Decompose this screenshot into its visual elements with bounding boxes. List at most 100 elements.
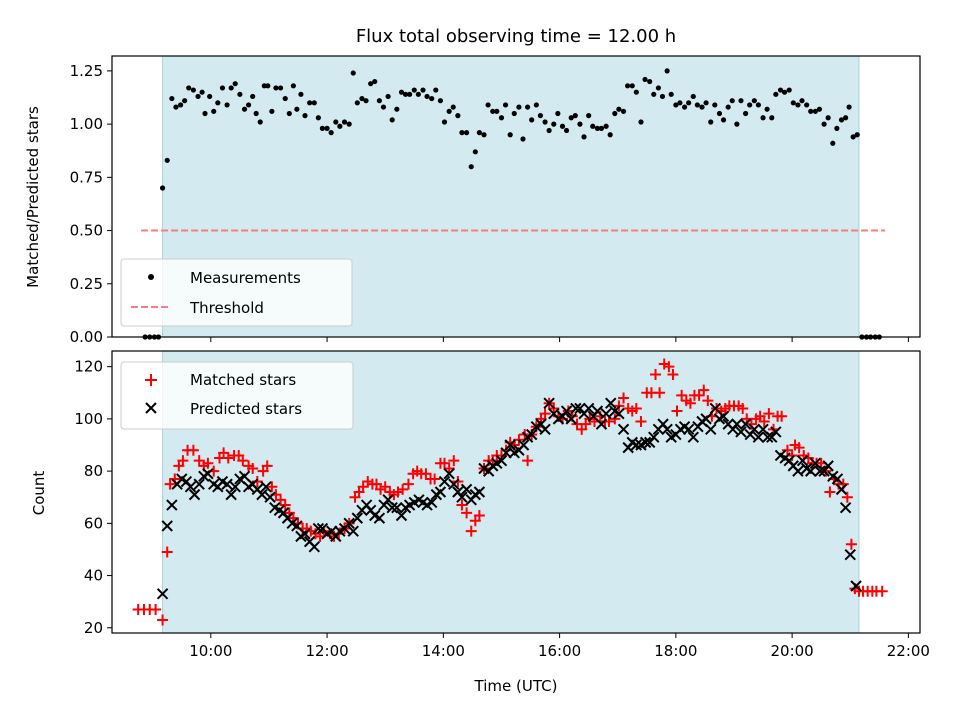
measurement-point bbox=[854, 132, 860, 138]
measurement-point bbox=[472, 149, 478, 155]
bottom-y-axis-label: Count bbox=[30, 471, 48, 516]
measurement-point bbox=[651, 91, 657, 97]
predicted-star-point bbox=[844, 548, 856, 561]
matched-star-point bbox=[465, 525, 477, 537]
predicted-star-point bbox=[600, 407, 612, 420]
measurement-point bbox=[420, 87, 426, 93]
measurement-point bbox=[712, 102, 718, 108]
measurement-point bbox=[186, 85, 192, 91]
predicted-star-point bbox=[395, 509, 408, 522]
measurement-point bbox=[463, 130, 470, 136]
measurement-point bbox=[273, 85, 279, 91]
matched-star-point bbox=[279, 499, 291, 511]
measurement-point bbox=[269, 108, 275, 114]
measurement-point bbox=[551, 121, 557, 127]
measurement-point bbox=[315, 115, 321, 121]
matched-star-point bbox=[473, 510, 485, 521]
predicted-star-point bbox=[525, 428, 538, 441]
predicted-star-point bbox=[260, 481, 272, 493]
measurement-point bbox=[429, 95, 435, 102]
matched-star-point bbox=[841, 491, 853, 503]
measurement-point bbox=[490, 108, 496, 114]
predicted-star-point bbox=[184, 481, 197, 493]
measurement-point bbox=[559, 123, 566, 129]
measurement-point bbox=[686, 100, 692, 106]
measurement-point bbox=[459, 130, 465, 136]
predicted-star-point bbox=[299, 528, 311, 540]
matched-star-point bbox=[618, 392, 630, 404]
predicted-star-point bbox=[456, 491, 468, 503]
measurement-point bbox=[734, 121, 740, 127]
measurement-point bbox=[620, 108, 627, 114]
predicted-star-point bbox=[229, 481, 241, 493]
predicted-star-point bbox=[705, 423, 717, 436]
measurement-point bbox=[241, 106, 248, 112]
bottom-x-tick-label: 12:00 bbox=[305, 642, 348, 660]
top-y-tick-label: 0.25 bbox=[70, 275, 103, 293]
measurement-point bbox=[159, 185, 166, 191]
bottom-axes-frame bbox=[111, 350, 921, 634]
predicted-star-point bbox=[460, 483, 473, 496]
predicted-star-point bbox=[312, 522, 325, 535]
measurement-point bbox=[237, 91, 243, 97]
measurement-point bbox=[182, 98, 188, 104]
top-y-tick-label: 0.50 bbox=[70, 222, 103, 240]
predicted-star-point bbox=[752, 431, 765, 443]
matched-star-point bbox=[793, 442, 805, 454]
measurement-point bbox=[389, 117, 395, 123]
predicted-star-point bbox=[500, 447, 512, 459]
measurement-point bbox=[729, 98, 735, 104]
matched-star-point bbox=[667, 369, 679, 380]
matched-star-point bbox=[630, 402, 642, 414]
matched-star-point bbox=[522, 455, 534, 467]
measurement-point bbox=[842, 115, 849, 121]
predicted-star-point bbox=[565, 413, 577, 425]
predicted-star-point bbox=[426, 496, 438, 509]
measurement-point bbox=[324, 125, 330, 131]
predicted-star-point bbox=[448, 478, 460, 490]
measurement-point bbox=[341, 119, 348, 125]
measurement-point bbox=[769, 115, 775, 121]
measurement-point bbox=[664, 68, 670, 74]
measurement-point bbox=[290, 83, 296, 89]
predicted-star-point bbox=[850, 580, 862, 592]
measurement-point bbox=[760, 115, 766, 121]
measurement-point bbox=[703, 100, 709, 106]
measurement-point bbox=[743, 110, 749, 117]
measurement-point bbox=[494, 108, 500, 114]
measurement-point bbox=[319, 125, 326, 131]
predicted-star-point bbox=[630, 439, 643, 451]
predicted-star-point bbox=[443, 468, 455, 480]
predicted-star-point bbox=[202, 468, 214, 480]
bottom-x-tick-label: 14:00 bbox=[422, 642, 465, 660]
measurement-point bbox=[577, 121, 583, 127]
measurement-point bbox=[647, 78, 653, 85]
measurement-point bbox=[525, 104, 531, 110]
measurement-point bbox=[307, 100, 313, 106]
matched-star-point bbox=[635, 416, 647, 427]
predicted-star-point bbox=[156, 588, 169, 600]
matched-star-point bbox=[161, 546, 173, 558]
predicted-star-point bbox=[735, 426, 747, 438]
measurement-point bbox=[633, 89, 639, 95]
matched-star-point bbox=[776, 410, 788, 422]
matched-star-point bbox=[247, 463, 259, 474]
measurement-point bbox=[441, 119, 448, 125]
measurement-point bbox=[747, 102, 753, 108]
measurement-point bbox=[673, 102, 679, 108]
measurement-point bbox=[850, 134, 856, 140]
measurement-point bbox=[655, 85, 662, 91]
measurement-point bbox=[568, 115, 574, 121]
measurement-point bbox=[563, 127, 570, 134]
predicted-star-point bbox=[739, 418, 752, 430]
legend-threshold-label: Threshold bbox=[189, 299, 264, 317]
predicted-star-point bbox=[221, 478, 233, 490]
measurement-point bbox=[716, 110, 723, 117]
measurement-point bbox=[773, 91, 779, 97]
measurement-point bbox=[455, 113, 461, 119]
predicted-star-point bbox=[193, 478, 205, 490]
measurement-point bbox=[398, 89, 405, 95]
measurement-point bbox=[694, 102, 700, 108]
matched-star-point bbox=[150, 604, 162, 615]
predicted-star-point bbox=[560, 405, 573, 417]
